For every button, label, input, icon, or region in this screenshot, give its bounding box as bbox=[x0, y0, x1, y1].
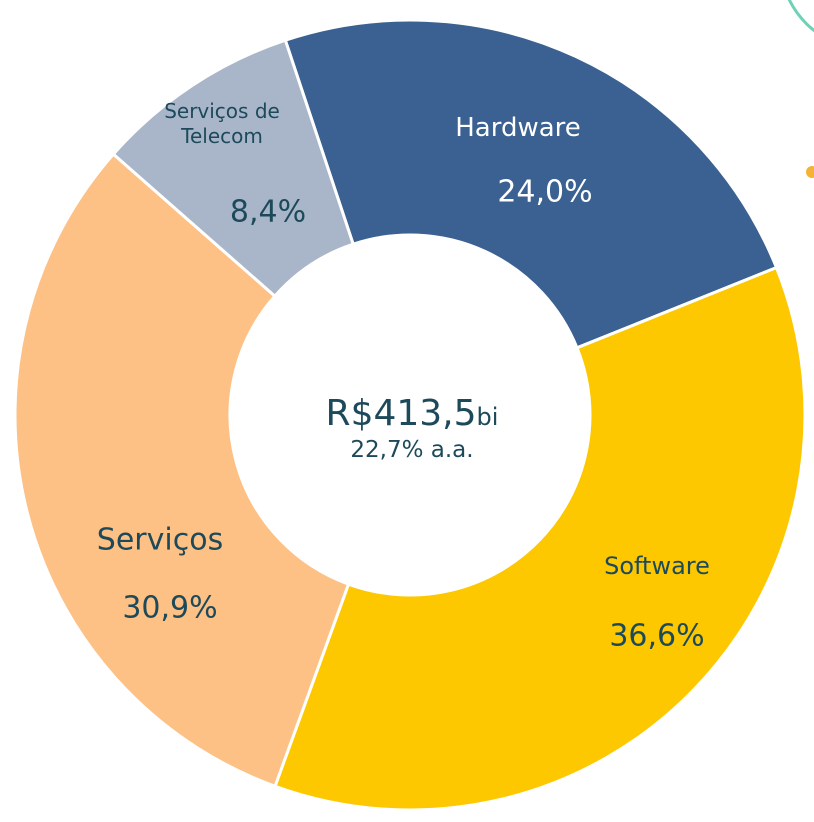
slice-value: 30,9% bbox=[122, 590, 218, 626]
slice bbox=[111, 38, 356, 299]
slice-value: 24,0% bbox=[497, 174, 593, 210]
decoration bbox=[806, 166, 814, 178]
slice-name: Hardware bbox=[455, 112, 581, 143]
center-sublabel: 22,7% a.a. bbox=[350, 437, 474, 464]
slice-name: Software bbox=[604, 552, 710, 580]
slice-value: 36,6% bbox=[609, 618, 705, 654]
slice-name: Serviços bbox=[96, 522, 224, 558]
slice-value: 8,4% bbox=[229, 194, 307, 230]
center-value: R$413,5 bbox=[325, 393, 477, 435]
decoration bbox=[787, 0, 814, 33]
slice bbox=[273, 265, 807, 812]
slice bbox=[13, 152, 351, 789]
center-label: R$413,5bi 22,7% a.a. bbox=[326, 391, 499, 465]
center-unit: bi bbox=[476, 403, 499, 432]
slice-name: Serviços de Telecom bbox=[164, 99, 280, 148]
slice bbox=[283, 18, 779, 350]
